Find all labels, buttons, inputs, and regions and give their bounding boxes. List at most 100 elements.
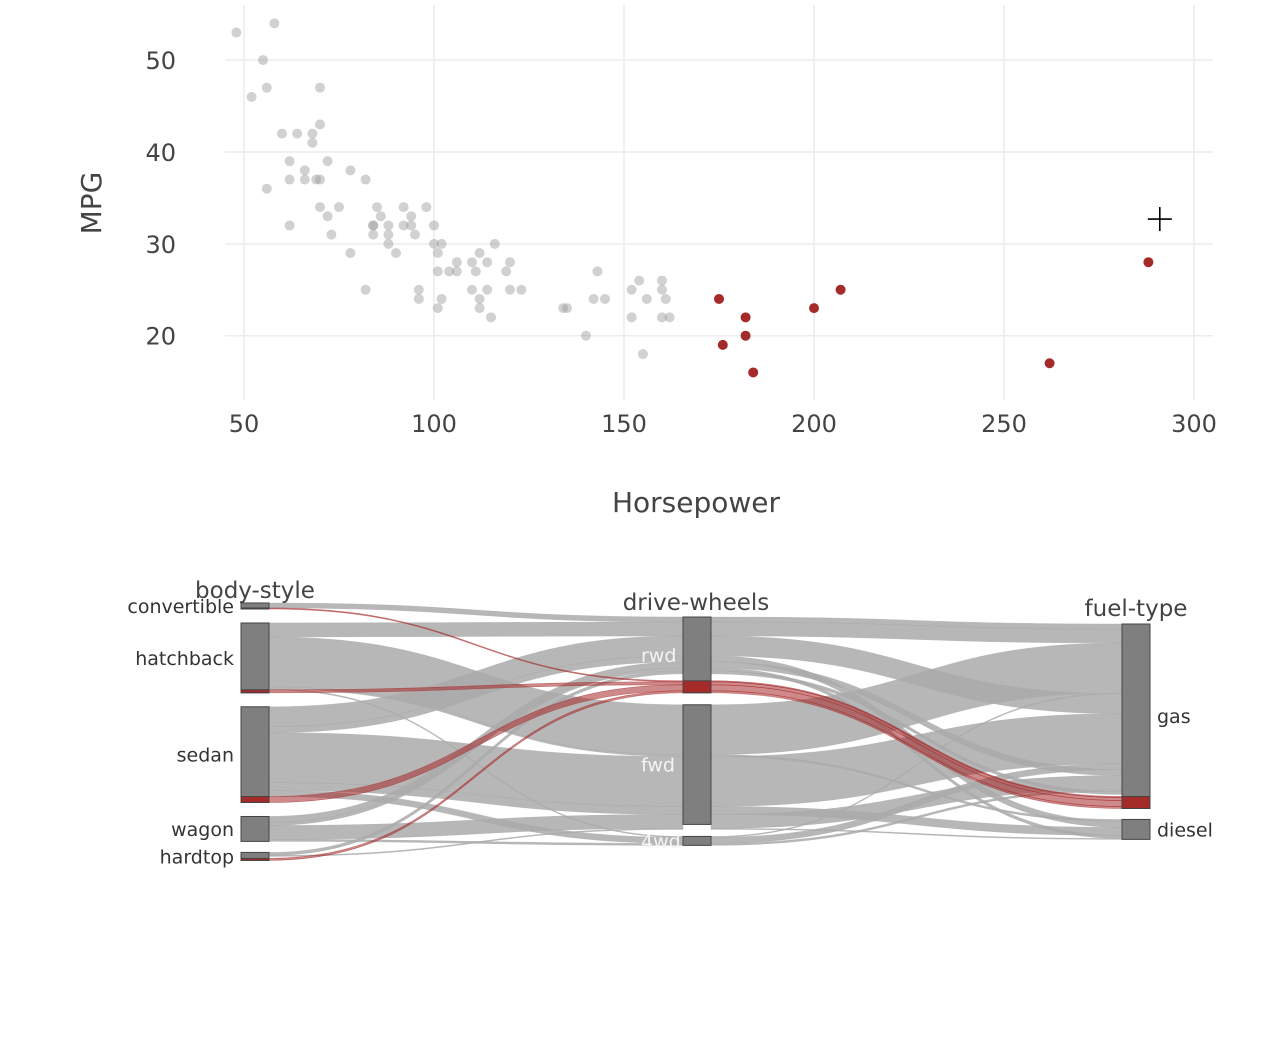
data-point[interactable]: [322, 211, 333, 222]
data-point[interactable]: [246, 91, 257, 102]
ribbon[interactable]: [268, 602, 684, 623]
data-point[interactable]: [474, 303, 485, 314]
selected-data-point[interactable]: [748, 367, 759, 378]
data-point[interactable]: [406, 220, 417, 231]
data-point[interactable]: [322, 156, 333, 167]
data-point[interactable]: [432, 266, 443, 277]
selected-bar-segment-rwd[interactable]: [682, 680, 712, 694]
data-point[interactable]: [326, 229, 337, 240]
data-point[interactable]: [368, 220, 379, 231]
data-point[interactable]: [398, 202, 409, 213]
category-bar-4wd[interactable]: [682, 835, 712, 846]
data-point[interactable]: [372, 202, 382, 213]
data-point[interactable]: [501, 266, 512, 277]
data-point[interactable]: [482, 284, 493, 295]
data-point[interactable]: [258, 55, 268, 66]
data-point[interactable]: [315, 174, 325, 185]
data-point[interactable]: [269, 18, 280, 29]
selected-bar-segment-hatchback[interactable]: [240, 689, 270, 694]
data-point[interactable]: [429, 220, 439, 231]
selected-bar-segment-convertible[interactable]: [240, 607, 270, 610]
data-point[interactable]: [368, 220, 379, 231]
data-point[interactable]: [505, 284, 515, 295]
category-bar-rwd[interactable]: [682, 616, 712, 694]
data-point[interactable]: [660, 293, 671, 304]
data-point[interactable]: [436, 293, 447, 304]
data-point[interactable]: [664, 312, 675, 323]
data-point[interactable]: [345, 248, 356, 259]
dimension-title-fuel-type[interactable]: fuel-type: [1085, 596, 1188, 622]
data-point[interactable]: [505, 257, 515, 268]
data-point[interactable]: [410, 229, 420, 240]
scatter-plot[interactable]: 50 100 150 200 250 300 20 30 40 50 Horsepower MP…: [75, 5, 1217, 519]
data-point[interactable]: [360, 284, 371, 295]
category-bar-wagon[interactable]: [240, 815, 270, 842]
data-point[interactable]: [558, 303, 569, 314]
data-point[interactable]: [315, 202, 325, 213]
ribbon[interactable]: [268, 621, 684, 638]
data-point[interactable]: [444, 266, 455, 277]
data-point[interactable]: [470, 266, 481, 277]
data-point[interactable]: [467, 257, 477, 268]
data-point[interactable]: [413, 284, 424, 295]
scatter-points[interactable]: [231, 18, 1154, 378]
data-point[interactable]: [284, 220, 295, 231]
category-ribbons[interactable]: [268, 602, 1123, 861]
selected-data-point[interactable]: [717, 339, 728, 350]
data-point[interactable]: [299, 165, 310, 176]
data-point[interactable]: [657, 275, 667, 286]
data-point[interactable]: [299, 174, 310, 185]
data-point[interactable]: [421, 202, 432, 213]
data-point[interactable]: [311, 174, 322, 185]
category-bars[interactable]: [240, 602, 1151, 861]
selected-bar-segment-gas[interactable]: [1121, 795, 1151, 809]
data-point[interactable]: [474, 293, 485, 304]
selected-data-point[interactable]: [809, 303, 819, 314]
data-point[interactable]: [489, 238, 500, 249]
selected-data-point[interactable]: [740, 312, 751, 323]
data-point[interactable]: [626, 312, 637, 323]
data-point[interactable]: [451, 257, 462, 268]
data-point[interactable]: [581, 330, 591, 341]
data-point[interactable]: [638, 349, 648, 360]
data-point[interactable]: [516, 284, 527, 295]
parallel-categories-plot[interactable]: convertible hatchback sedan wagon hardtop rwd…: [127, 578, 1213, 868]
selected-data-point[interactable]: [835, 284, 846, 295]
data-point[interactable]: [231, 27, 242, 38]
data-point[interactable]: [261, 183, 272, 194]
category-bar-fwd[interactable]: [682, 704, 712, 825]
data-point[interactable]: [368, 229, 379, 240]
data-point[interactable]: [375, 211, 386, 222]
data-point[interactable]: [315, 82, 325, 93]
data-point[interactable]: [413, 293, 424, 304]
selected-data-point[interactable]: [1143, 257, 1154, 268]
data-point[interactable]: [641, 293, 652, 304]
data-point[interactable]: [406, 211, 417, 222]
data-point[interactable]: [467, 284, 477, 295]
selected-data-point[interactable]: [1044, 358, 1055, 369]
data-point[interactable]: [634, 275, 645, 286]
data-point[interactable]: [482, 257, 493, 268]
data-point[interactable]: [600, 293, 610, 304]
category-bar-gas[interactable]: [1121, 623, 1151, 809]
data-point[interactable]: [626, 284, 637, 295]
data-point[interactable]: [592, 266, 603, 277]
data-point[interactable]: [398, 220, 409, 231]
dimension-title-body-style[interactable]: body-style: [195, 578, 315, 604]
data-point[interactable]: [284, 156, 295, 167]
data-point[interactable]: [432, 303, 443, 314]
data-point[interactable]: [277, 128, 287, 139]
data-point[interactable]: [307, 137, 318, 148]
data-point[interactable]: [432, 248, 443, 259]
selected-bar-segment-hardtop[interactable]: [240, 857, 270, 861]
data-point[interactable]: [284, 174, 295, 185]
data-point[interactable]: [588, 293, 599, 304]
selected-bar-segment-sedan[interactable]: [240, 796, 270, 803]
data-point[interactable]: [360, 174, 371, 185]
data-point[interactable]: [261, 82, 272, 93]
data-point[interactable]: [334, 202, 344, 213]
category-bar-sedan[interactable]: [240, 706, 270, 803]
data-point[interactable]: [436, 238, 447, 249]
data-point[interactable]: [474, 248, 485, 259]
data-point[interactable]: [451, 266, 462, 277]
